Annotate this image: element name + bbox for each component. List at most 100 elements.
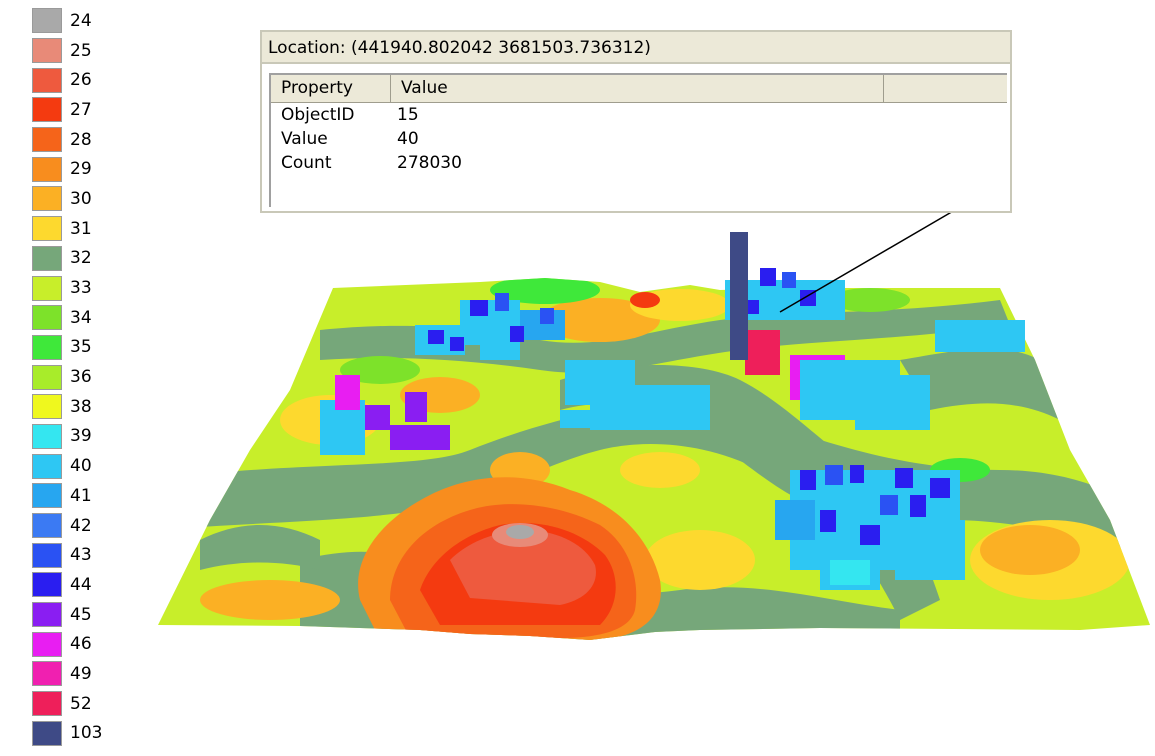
legend-item: 44: [32, 570, 152, 600]
legend-item: 42: [32, 511, 152, 541]
legend-label: 38: [70, 396, 92, 417]
legend-label: 36: [70, 367, 92, 388]
legend-item: 30: [32, 184, 152, 214]
legend-swatch: [32, 483, 62, 509]
legend-label: 40: [70, 456, 92, 477]
legend-label: 49: [70, 663, 92, 684]
legend-item: 40: [32, 451, 152, 481]
legend-label: 46: [70, 634, 92, 655]
legend-item: 24: [32, 6, 152, 36]
legend-label: 103: [70, 723, 103, 744]
legend-label: 34: [70, 307, 92, 328]
property-value: 15: [397, 105, 419, 125]
legend-swatch: [32, 97, 62, 123]
legend-label: 25: [70, 40, 92, 61]
legend-label: 44: [70, 574, 92, 595]
legend-label: 41: [70, 485, 92, 506]
legend-swatch: [32, 38, 62, 64]
legend-item: 49: [32, 659, 152, 689]
identify-location-label: Location: (441940.802042 3681503.736312): [262, 32, 1010, 64]
legend-item: 38: [32, 392, 152, 422]
legend-swatch: [32, 305, 62, 331]
table-row: ObjectID 15: [271, 103, 1007, 127]
legend-swatch: [32, 453, 62, 479]
identify-results-panel: Location: (441940.802042 3681503.736312)…: [260, 30, 1012, 213]
legend-item: 52: [32, 689, 152, 719]
legend-item: 32: [32, 244, 152, 274]
legend-label: 43: [70, 545, 92, 566]
table-row: Value 40: [271, 127, 1007, 151]
legend-item: 25: [32, 36, 152, 66]
legend-item: 26: [32, 65, 152, 95]
buildings-cluster-left-purple: [320, 375, 450, 455]
identify-property-table: Property Value ObjectID 15 Value 40 Coun…: [269, 73, 1007, 207]
column-header-value[interactable]: Value: [391, 75, 884, 103]
identify-leader-line: [779, 209, 956, 313]
legend-item: 41: [32, 481, 152, 511]
legend-item: 45: [32, 600, 152, 630]
legend-swatch: [32, 334, 62, 360]
legend-swatch: [32, 720, 62, 746]
legend-label: 39: [70, 426, 92, 447]
legend-swatch: [32, 156, 62, 182]
column-header-property[interactable]: Property: [271, 75, 391, 103]
legend-item: 31: [32, 214, 152, 244]
legend-item: 43: [32, 540, 152, 570]
property-name: Count: [281, 153, 332, 173]
value-legend: 24 25 26 27 28 29 30 31 32 33 34 35 36 38 39 40 41 42 43 44…: [32, 6, 152, 748]
legend-item: 27: [32, 95, 152, 125]
legend-swatch: [32, 394, 62, 420]
legend-swatch: [32, 542, 62, 568]
legend-item: 34: [32, 303, 152, 333]
table-row: Count 278030: [271, 151, 1007, 175]
legend-swatch: [32, 631, 62, 657]
column-header-blank: [884, 75, 1007, 103]
legend-swatch: [32, 691, 62, 717]
identify-table-header: Property Value: [271, 75, 1007, 103]
legend-label: 33: [70, 278, 92, 299]
legend-swatch: [32, 8, 62, 34]
legend-item: 28: [32, 125, 152, 155]
legend-label: 35: [70, 337, 92, 358]
legend-label: 29: [70, 159, 92, 180]
buildings-cluster-back-right: [725, 268, 1025, 430]
legend-swatch: [32, 602, 62, 628]
legend-swatch: [32, 245, 62, 271]
legend-label: 26: [70, 70, 92, 91]
property-name: Value: [281, 129, 328, 149]
legend-label: 27: [70, 99, 92, 120]
legend-label: 31: [70, 218, 92, 239]
buildings-cluster-back-left: [415, 293, 565, 360]
tall-tower: [730, 232, 748, 360]
buildings-cluster-center: [560, 360, 710, 430]
legend-label: 42: [70, 515, 92, 536]
legend-swatch: [32, 572, 62, 598]
red-peak-back: [630, 292, 660, 308]
legend-item: 46: [32, 629, 152, 659]
legend-swatch: [32, 67, 62, 93]
legend-item: 29: [32, 154, 152, 184]
legend-item: 35: [32, 333, 152, 363]
red-hill: [358, 477, 661, 640]
property-value: 40: [397, 129, 419, 149]
legend-swatch: [32, 513, 62, 539]
legend-label: 32: [70, 248, 92, 269]
legend-swatch: [32, 275, 62, 301]
legend-item: 103: [32, 719, 152, 749]
legend-item: 33: [32, 273, 152, 303]
legend-label: 52: [70, 693, 92, 714]
legend-item: 39: [32, 422, 152, 452]
legend-label: 24: [70, 10, 92, 31]
legend-swatch: [32, 423, 62, 449]
legend-swatch: [32, 364, 62, 390]
legend-swatch: [32, 186, 62, 212]
legend-label: 30: [70, 188, 92, 209]
buildings-cluster-front-right: [775, 465, 965, 590]
legend-item: 36: [32, 362, 152, 392]
legend-label: 45: [70, 604, 92, 625]
legend-swatch: [32, 661, 62, 687]
legend-label: 28: [70, 129, 92, 150]
property-name: ObjectID: [281, 105, 355, 125]
property-value: 278030: [397, 153, 462, 173]
